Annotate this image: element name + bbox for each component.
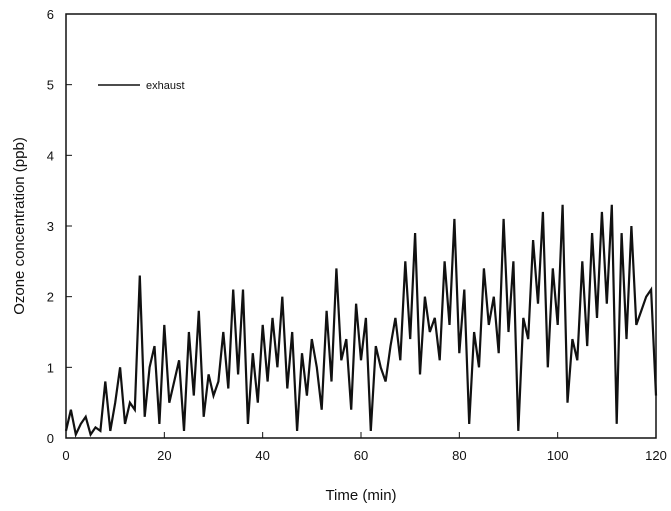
x-tick-label-40: 40 xyxy=(255,448,269,463)
y-tick-label-1: 1 xyxy=(47,360,54,375)
legend: exhaust xyxy=(98,80,185,92)
legend-label-exhaust: exhaust xyxy=(146,80,185,92)
x-tick-label-80: 80 xyxy=(452,448,466,463)
x-tick-label-60: 60 xyxy=(354,448,368,463)
y-tick-label-3: 3 xyxy=(47,219,54,234)
series-line-exhaust xyxy=(64,204,658,438)
y-tick-label-4: 4 xyxy=(47,148,54,163)
x-tick-label-120: 120 xyxy=(645,448,667,463)
y-axis-title: Ozone concentration (ppb) xyxy=(11,137,28,315)
y-tick-label-6: 6 xyxy=(47,7,54,22)
x-axis-ticks: 0 20 40 60 80 100 120 xyxy=(62,432,667,463)
x-tick-label-100: 100 xyxy=(547,448,569,463)
y-axis-ticks: 0 1 2 3 4 5 6 xyxy=(47,7,72,446)
y-tick-label-5: 5 xyxy=(47,78,54,93)
x-axis-title: Time (min) xyxy=(325,487,396,504)
y-tick-label-2: 2 xyxy=(47,290,54,305)
x-tick-label-20: 20 xyxy=(157,448,171,463)
series-layer xyxy=(64,204,658,438)
x-tick-label-0: 0 xyxy=(62,448,69,463)
y-tick-label-0: 0 xyxy=(47,431,54,446)
